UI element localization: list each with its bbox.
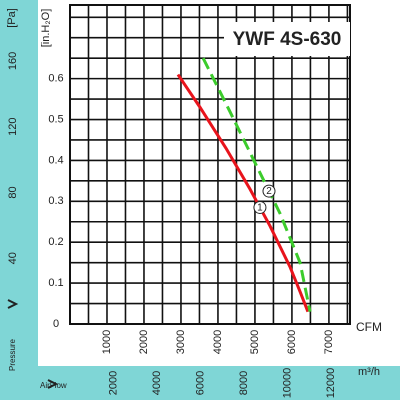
curve-label: 1 [257, 203, 263, 214]
x-tick-label: 5000 [249, 330, 261, 354]
chart-title: YWF 4S-630 [233, 29, 342, 50]
y2-axis-name: Pressure [8, 338, 17, 371]
y2-tick-label: 80 [7, 186, 19, 198]
curve-label: 2 [266, 186, 272, 197]
y-tick-label: 0.6 [48, 73, 63, 85]
y2-tick-label: 160 [7, 52, 19, 70]
x2-tick-label: 12000 [325, 368, 337, 399]
curve-label-ring [253, 200, 267, 214]
arrow [7, 299, 19, 309]
x-tick-label: 4000 [212, 330, 224, 354]
y2-tick-label: 120 [7, 118, 19, 136]
x2-axis-name: AirFlow [40, 381, 67, 390]
title-box [224, 22, 350, 56]
y-label: [in.H₂O] [40, 9, 52, 48]
x-label: CFM [356, 320, 382, 334]
y-tick-label: 0 [53, 318, 59, 330]
x2-tick-label: 2000 [107, 371, 119, 395]
y-tick-label: 0.4 [48, 154, 63, 166]
x-tick-label: 2000 [138, 330, 150, 354]
y2-tick-label: 40 [7, 252, 19, 264]
bottom-band [0, 366, 400, 400]
x-tick-label: 6000 [286, 330, 298, 354]
x2-tick-label: 8000 [238, 371, 250, 395]
y-tick-label: 0.2 [48, 236, 63, 248]
x-tick-label: 3000 [175, 330, 187, 354]
x2-tick-label: 4000 [151, 371, 163, 395]
y-tick-label: 0.5 [48, 113, 63, 125]
curve-label-ring [262, 184, 276, 198]
left-band [0, 0, 38, 400]
x2-tick-label: 10000 [282, 368, 294, 399]
y-tick-label: 0.1 [48, 277, 63, 289]
x-tick-label: 7000 [323, 330, 335, 354]
x2-label: m³/h [358, 366, 380, 378]
arrow [47, 379, 59, 389]
x-tick-label: 1000 [101, 330, 113, 354]
y-tick-label: 0.3 [48, 195, 63, 207]
plot-frame [69, 4, 351, 325]
x2-tick-label: 6000 [195, 371, 207, 395]
y2-label: [Pa] [6, 8, 18, 28]
